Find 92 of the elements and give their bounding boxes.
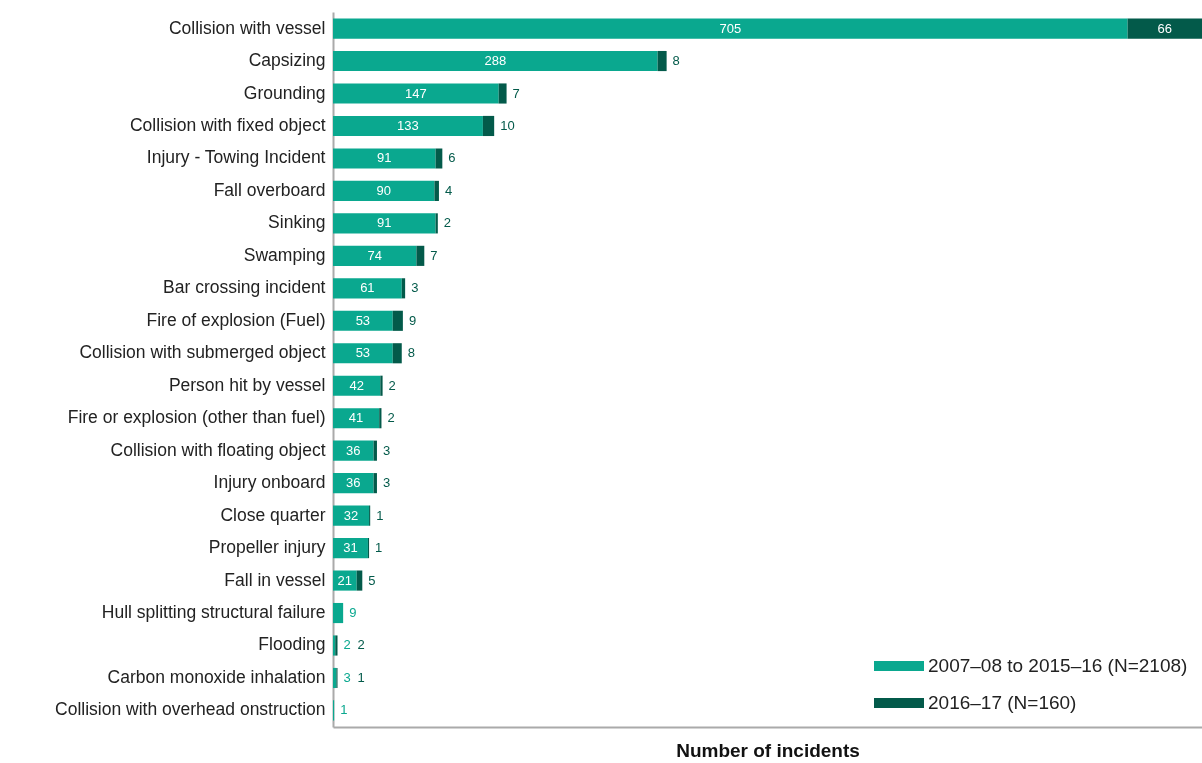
y-tick-label: Sinking [268,212,326,233]
y-tick-label: Capsizing [248,50,326,71]
data-label: 31 [343,540,358,556]
data-label: 91 [377,215,392,231]
bar [416,245,425,266]
y-tick-label: Person hit by vessel [168,374,326,395]
data-label: 91 [377,150,392,166]
data-label: 705 [719,20,742,36]
bar [392,310,403,331]
data-label: 74 [367,247,382,263]
bar [1127,18,1202,39]
y-tick-label: Fire of explosion (Fuel) [146,309,326,330]
bar [333,213,436,234]
bar [435,148,443,169]
data-label: 32 [343,507,359,523]
y-tick-label: Swamping [243,244,326,265]
bar [482,115,495,137]
data-label: 36 [346,475,361,491]
data-label: 7 [430,247,438,263]
bar [333,83,499,104]
y-tick-label: Bar crossing incident [163,277,326,298]
y-tick-label: Flooding [258,634,326,655]
y-tick-label: Injury onboard [213,472,326,493]
data-label: 7 [512,85,520,101]
data-label: 133 [397,117,419,133]
data-label: 90 [376,182,391,198]
data-label: 10 [500,117,515,133]
data-label: 3 [382,475,391,491]
data-label: 66 [1157,20,1173,36]
data-label: 5 [368,572,376,588]
bar [333,408,380,429]
data-label: 1 [357,669,365,685]
y-tick-label: Grounding [243,82,326,103]
bar [392,343,402,364]
bar [333,245,417,266]
y-tick-label: Collision with floating object [110,439,326,460]
y-tick-label: Injury - Towing Incident [146,147,326,168]
data-label: 42 [349,377,364,393]
bar [434,180,439,201]
legend-label: 2016–17 (N=160) [928,692,1077,713]
data-label: 147 [404,85,427,101]
data-label: 3 [411,280,419,296]
bar [657,50,667,72]
data-label: 3 [343,669,351,685]
y-tick-label: Collision with overhead onstruction [55,699,326,720]
y-tick-label: Collision with fixed object [129,114,326,135]
data-label: 2 [443,215,452,231]
data-label: 53 [355,345,371,361]
x-axis-title: Number of incidents [676,739,860,761]
bar [498,83,507,104]
data-label: 2 [387,410,395,426]
data-label: 9 [349,605,357,621]
data-label: 288 [484,53,507,69]
bar [380,375,383,396]
data-label: 1 [375,540,383,556]
data-label: 6 [448,150,456,166]
y-tick-label: Fire or explosion (other than fuel) [67,407,326,428]
data-label: 9 [408,312,417,328]
data-label: 36 [346,442,361,458]
data-label: 2 [343,637,351,653]
bar [333,148,436,169]
y-tick-label: Collision with vessel [168,17,326,38]
y-tick-label: Fall overboard [213,179,326,200]
bar [333,18,1128,39]
y-tick-label: Carbon monoxide inhalation [107,666,326,687]
data-label: 1 [340,702,348,718]
bar [333,343,393,364]
y-tick-label: Close quarter [220,504,326,525]
y-tick-label: Propeller injury [208,537,326,558]
data-label: 8 [672,53,680,69]
bar [333,310,393,331]
data-label: 61 [360,280,375,296]
data-label: 8 [407,345,415,361]
y-tick-label: Fall in vessel [224,569,326,590]
data-label: 53 [355,312,371,328]
data-label: 4 [444,182,453,198]
bar [333,278,402,299]
bar [333,375,381,396]
data-label: 2 [388,377,396,393]
bar [333,50,658,72]
data-label: 41 [348,410,364,426]
data-label: 3 [382,442,391,458]
data-label: 21 [337,572,353,588]
bar [333,180,435,201]
bar [333,602,344,624]
data-label: 2 [357,637,365,653]
data-label: 1 [376,507,384,523]
y-tick-label: Collision with submerged object [79,342,326,363]
legend-label: 2007–08 to 2015–16 (N=2108) [928,655,1188,676]
bar [333,115,483,137]
bar [356,570,363,591]
y-tick-label: Hull splitting structural failure [101,602,326,623]
